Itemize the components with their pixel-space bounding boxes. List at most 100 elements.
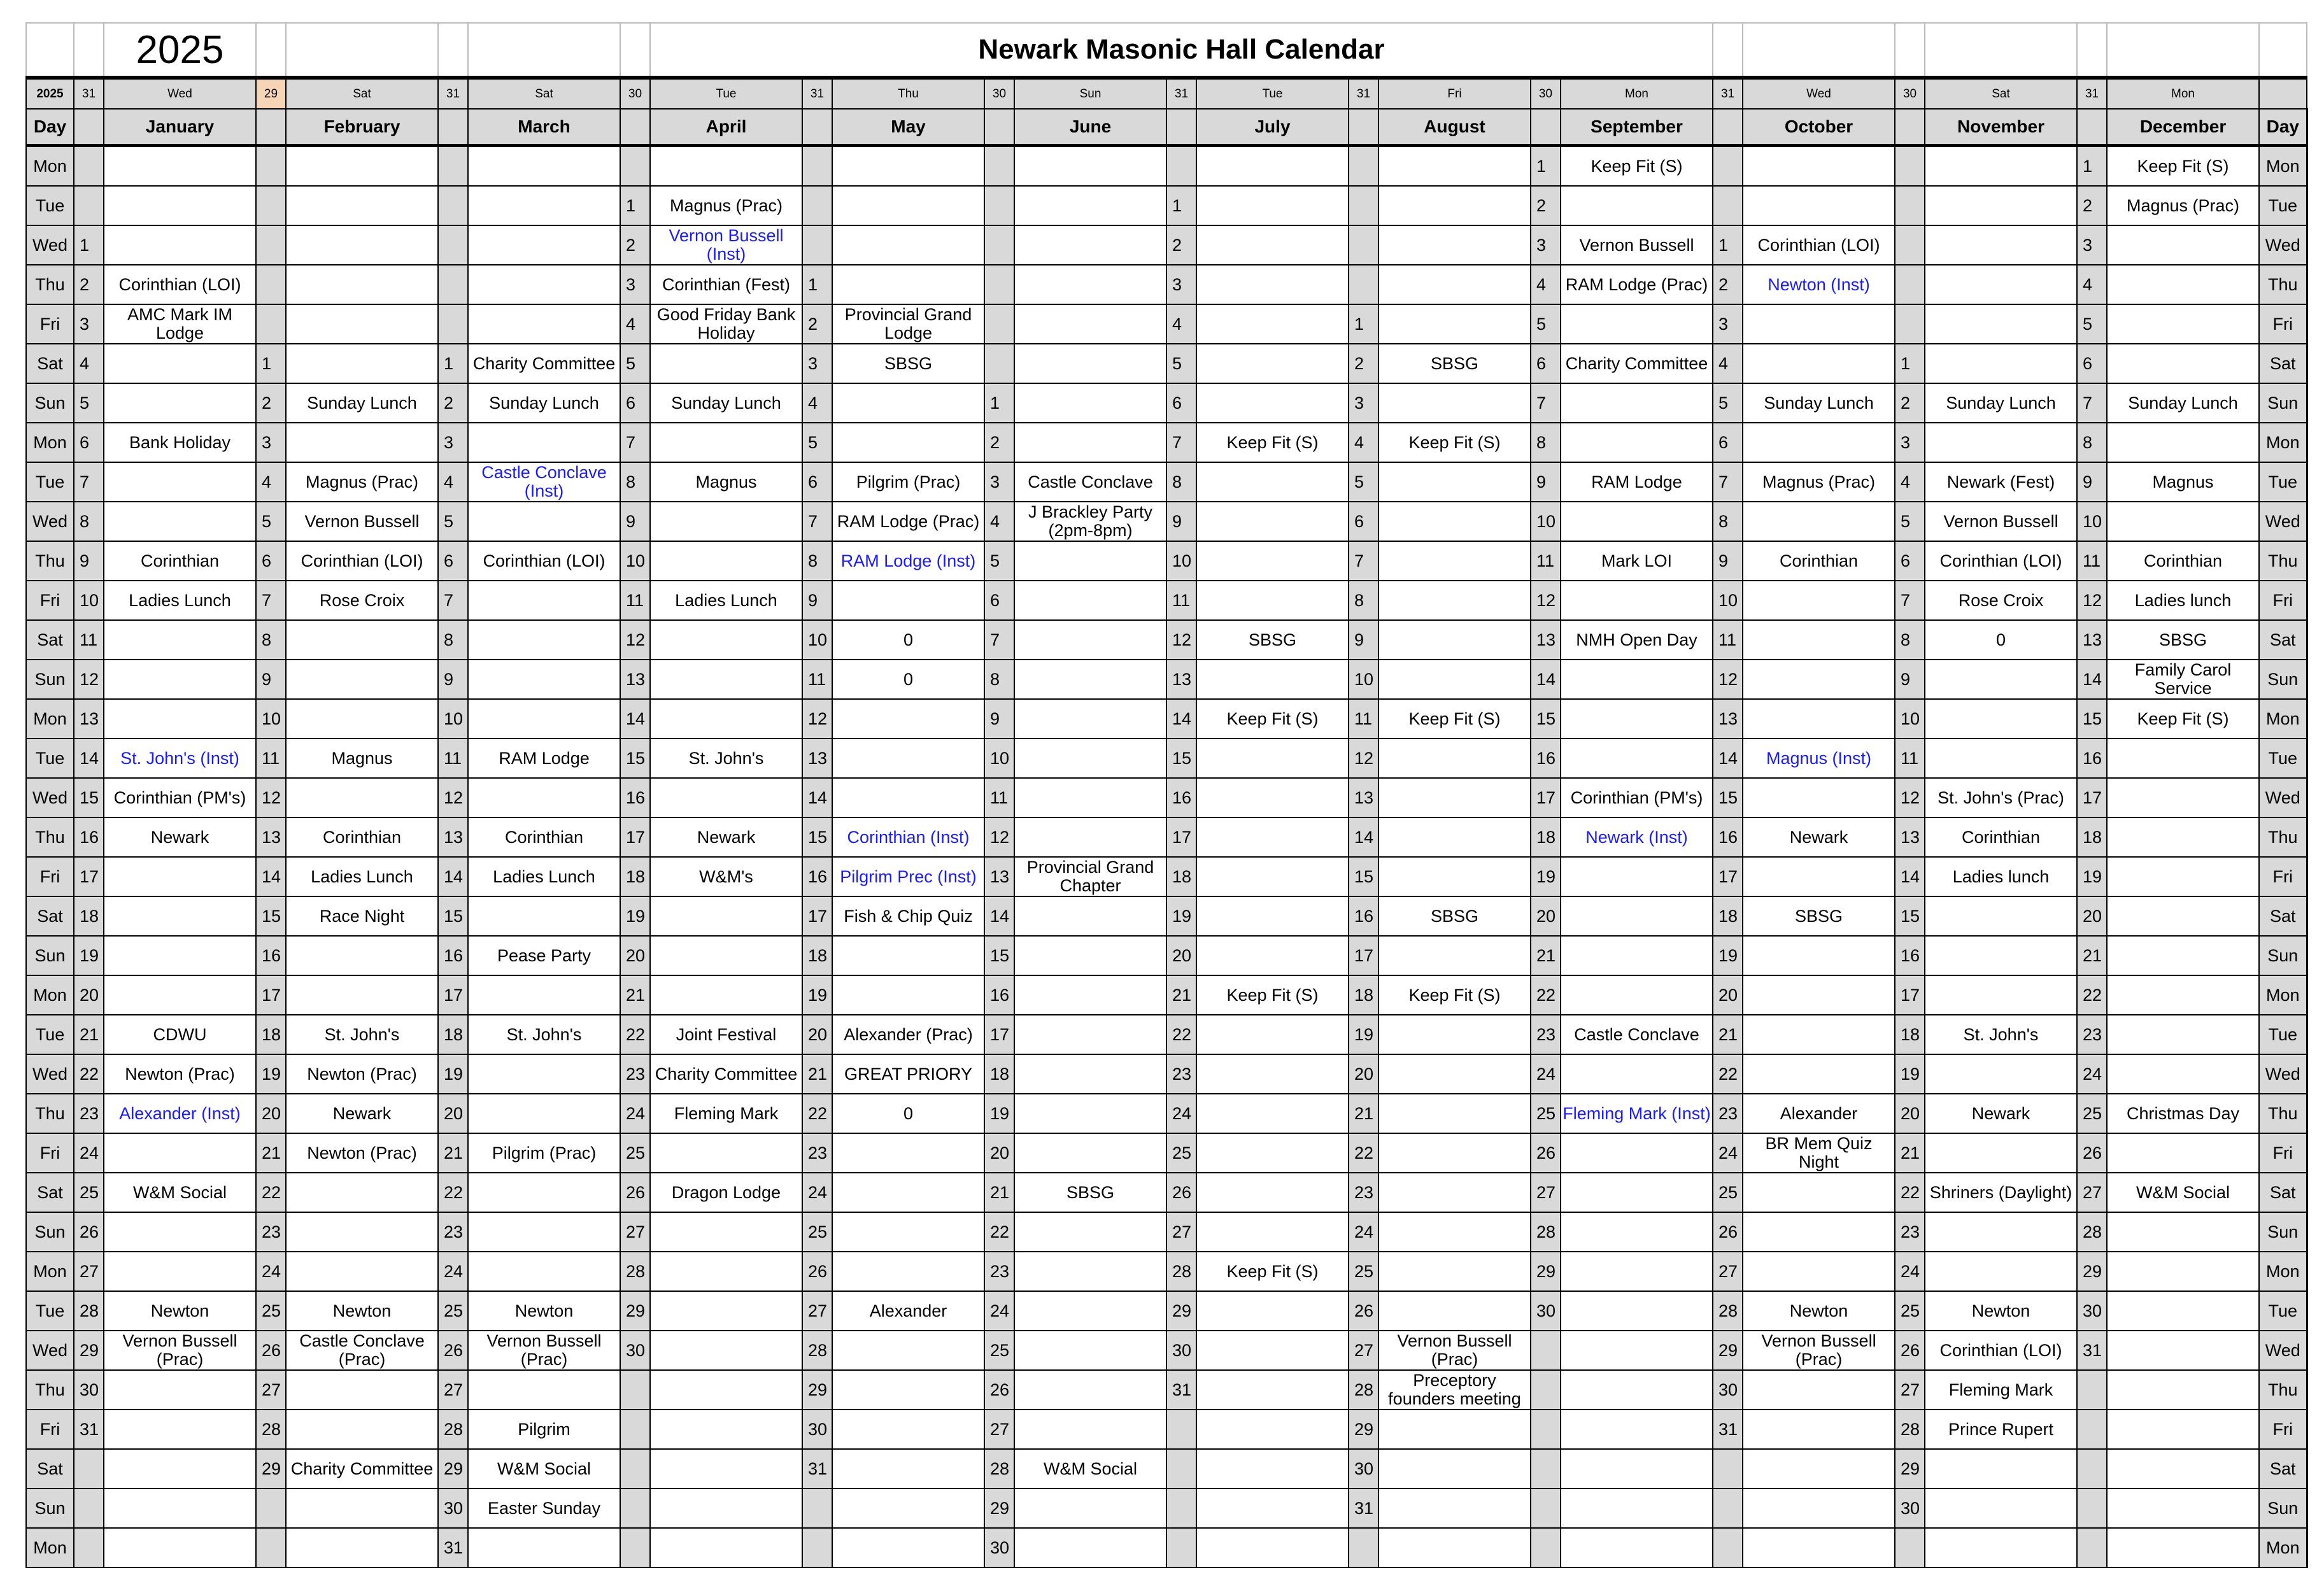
event-cell[interactable] — [285, 1212, 439, 1252]
calendar-event[interactable]: Corinthian (LOI) — [1742, 225, 1896, 265]
calendar-event[interactable]: Vernon Bussell (Prac) — [103, 1330, 257, 1371]
event-cell[interactable] — [2106, 777, 2260, 818]
calendar-event[interactable]: BR Mem Quiz Night — [1742, 1133, 1896, 1173]
event-cell[interactable] — [1378, 383, 1531, 423]
calendar-event[interactable]: RAM Lodge (Inst) — [832, 541, 985, 581]
event-cell[interactable] — [467, 777, 621, 818]
event-cell[interactable] — [1559, 1212, 1714, 1252]
calendar-event[interactable]: Keep Fit (S) — [2106, 145, 2260, 187]
event-cell[interactable] — [285, 225, 439, 265]
calendar-event[interactable]: Fish & Chip Quiz — [832, 896, 985, 937]
calendar-event[interactable]: 0 — [832, 1093, 985, 1134]
event-cell[interactable] — [1014, 935, 1167, 976]
calendar-event[interactable]: Ladies Lunch — [467, 856, 621, 897]
calendar-event[interactable]: J Brackley Party (2pm-8pm) — [1014, 501, 1167, 542]
calendar-event[interactable]: Keep Fit (S) — [1196, 1251, 1349, 1292]
event-cell[interactable] — [1924, 422, 2078, 463]
event-cell[interactable] — [649, 619, 803, 660]
event-cell[interactable] — [649, 1212, 803, 1252]
event-cell[interactable] — [649, 659, 803, 700]
calendar-event[interactable]: Charity Committee — [285, 1448, 439, 1489]
calendar-event[interactable]: Newton — [467, 1291, 621, 1331]
calendar-event[interactable]: Magnus — [285, 738, 439, 779]
calendar-event[interactable]: Sunday Lunch — [467, 383, 621, 423]
event-cell[interactable] — [1196, 1448, 1349, 1489]
event-cell[interactable] — [649, 1251, 803, 1292]
event-cell[interactable] — [1378, 738, 1531, 779]
calendar-event[interactable]: Pilgrim (Prac) — [832, 462, 985, 502]
calendar-event[interactable]: Magnus (Prac) — [2106, 185, 2260, 226]
event-cell[interactable] — [1924, 659, 2078, 700]
calendar-event[interactable]: Magnus — [649, 462, 803, 502]
event-cell[interactable] — [1014, 264, 1167, 305]
event-cell[interactable] — [2106, 1488, 2260, 1529]
calendar-event[interactable]: SBSG — [1742, 896, 1896, 937]
calendar-event[interactable]: 0 — [832, 619, 985, 660]
event-cell[interactable] — [1378, 264, 1531, 305]
event-cell[interactable] — [1014, 738, 1167, 779]
event-cell[interactable] — [2106, 501, 2260, 542]
calendar-event[interactable]: Newark (Inst) — [1559, 817, 1714, 858]
event-cell[interactable] — [467, 1527, 621, 1568]
event-cell[interactable] — [467, 185, 621, 226]
event-cell[interactable] — [1014, 1014, 1167, 1055]
event-cell[interactable] — [285, 935, 439, 976]
event-cell[interactable] — [285, 1172, 439, 1213]
event-cell[interactable] — [467, 659, 621, 700]
calendar-event[interactable]: Ladies Lunch — [285, 856, 439, 897]
event-cell[interactable] — [1014, 1133, 1167, 1173]
calendar-event[interactable]: W&M Social — [2106, 1172, 2260, 1213]
event-cell[interactable] — [1378, 1448, 1531, 1489]
event-cell[interactable] — [1196, 1291, 1349, 1331]
event-cell[interactable] — [2106, 935, 2260, 976]
event-cell[interactable] — [2106, 1291, 2260, 1331]
event-cell[interactable] — [649, 1448, 803, 1489]
event-cell[interactable] — [1378, 935, 1531, 976]
calendar-event[interactable]: St. John's (Prac) — [1924, 777, 2078, 818]
event-cell[interactable] — [1014, 1409, 1167, 1450]
event-cell[interactable] — [1014, 1291, 1167, 1331]
calendar-event[interactable]: Corinthian (LOI) — [1924, 1330, 2078, 1371]
event-cell[interactable] — [1196, 1133, 1349, 1173]
event-cell[interactable] — [467, 1172, 621, 1213]
event-cell[interactable] — [1196, 1330, 1349, 1371]
event-cell[interactable] — [1196, 1212, 1349, 1252]
event-cell[interactable] — [1559, 698, 1714, 739]
event-cell[interactable] — [1196, 343, 1349, 384]
calendar-event[interactable]: Corinthian — [103, 541, 257, 581]
event-cell[interactable] — [1014, 1212, 1167, 1252]
event-cell[interactable] — [1742, 343, 1896, 384]
event-cell[interactable] — [1924, 1133, 2078, 1173]
calendar-event[interactable]: Castle Conclave (Inst) — [467, 462, 621, 502]
calendar-event[interactable]: Corinthian — [1742, 541, 1896, 581]
event-cell[interactable] — [103, 935, 257, 976]
event-cell[interactable] — [1014, 975, 1167, 1015]
event-cell[interactable] — [2106, 1251, 2260, 1292]
event-cell[interactable] — [1924, 185, 2078, 226]
event-cell[interactable] — [832, 1172, 985, 1213]
calendar-event[interactable]: Newton (Prac) — [103, 1054, 257, 1094]
event-cell[interactable] — [1559, 304, 1714, 344]
calendar-event[interactable]: Vernon Bussell — [285, 501, 439, 542]
event-cell[interactable] — [1196, 856, 1349, 897]
event-cell[interactable] — [1014, 659, 1167, 700]
event-cell[interactable] — [467, 1093, 621, 1134]
calendar-event[interactable]: Sunday Lunch — [649, 383, 803, 423]
event-cell[interactable] — [649, 896, 803, 937]
event-cell[interactable] — [1014, 343, 1167, 384]
event-cell[interactable] — [1196, 225, 1349, 265]
event-cell[interactable] — [103, 698, 257, 739]
event-cell[interactable] — [1559, 422, 1714, 463]
event-cell[interactable] — [1742, 185, 1896, 226]
event-cell[interactable] — [1742, 580, 1896, 621]
calendar-event[interactable]: Pease Party — [467, 935, 621, 976]
event-cell[interactable] — [285, 304, 439, 344]
event-cell[interactable] — [1559, 935, 1714, 976]
event-cell[interactable] — [1378, 541, 1531, 581]
event-cell[interactable] — [1378, 462, 1531, 502]
event-cell[interactable] — [1559, 580, 1714, 621]
event-cell[interactable] — [467, 225, 621, 265]
event-cell[interactable] — [1559, 896, 1714, 937]
calendar-event[interactable]: Bank Holiday — [103, 422, 257, 463]
event-cell[interactable] — [1559, 1054, 1714, 1094]
